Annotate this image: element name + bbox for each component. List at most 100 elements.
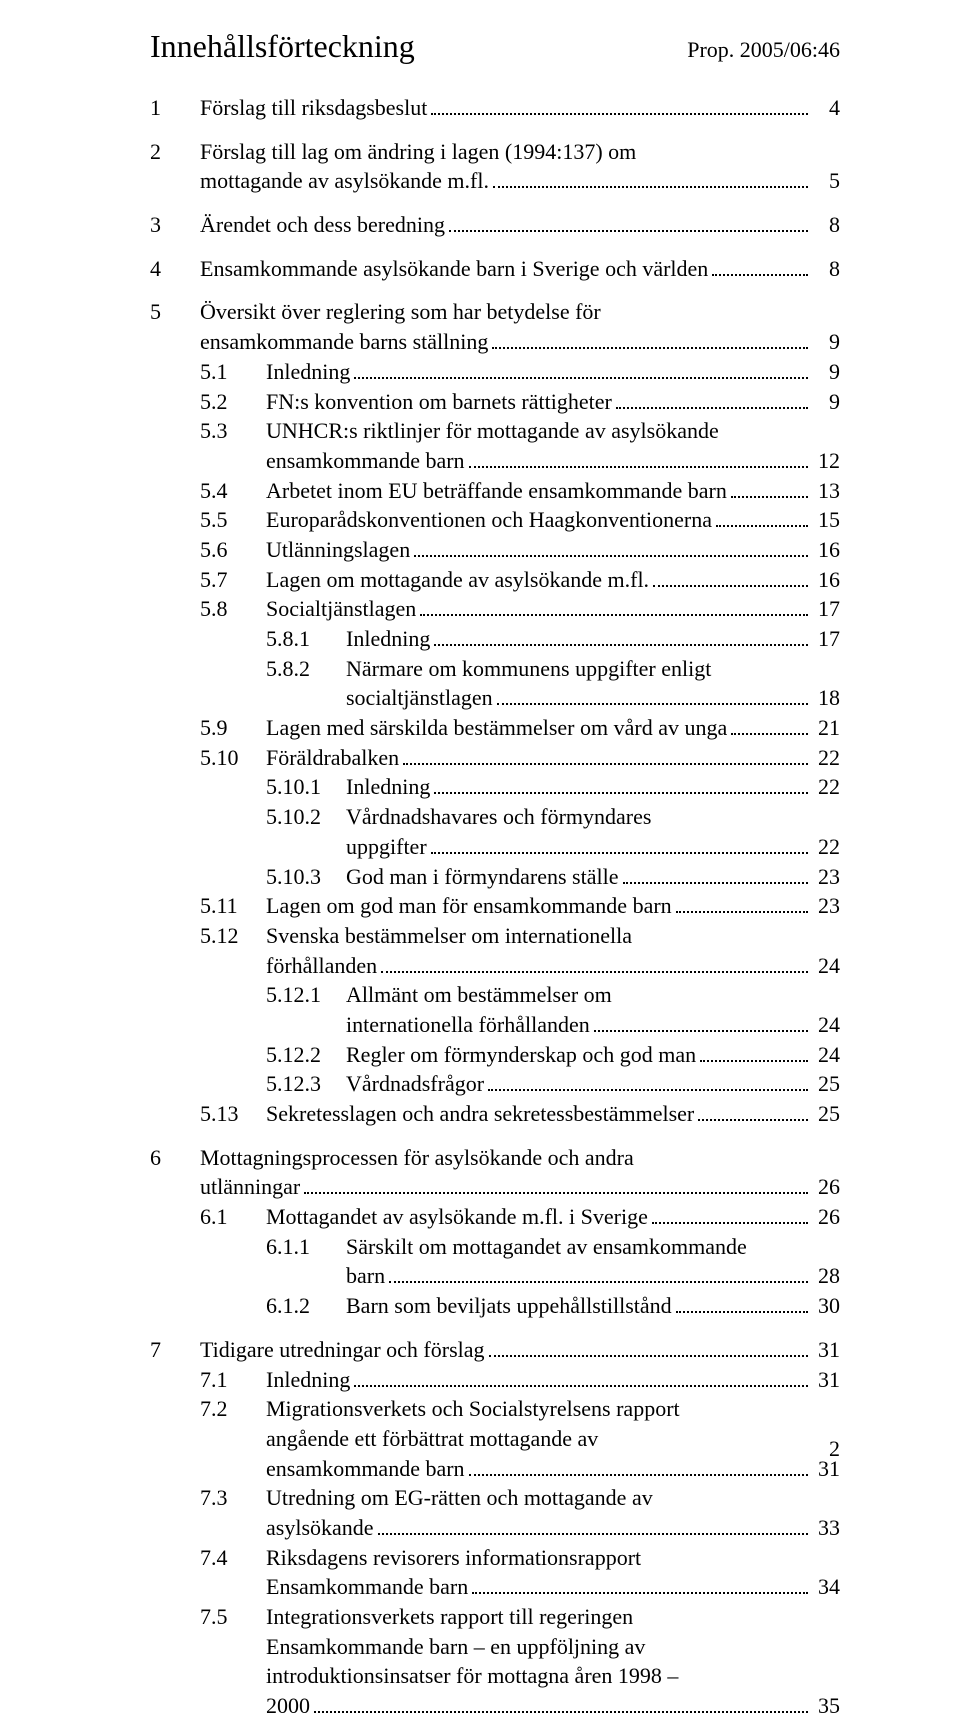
toc-entry-label: UNHCR:s riktlinjer för mottagande av asy… (266, 416, 719, 446)
toc-row: asylsökande 33 (150, 1513, 840, 1543)
toc-row: angående ett förbättrat mottagande av (150, 1424, 840, 1454)
toc-row: 5.10.1Inledning22 (150, 772, 840, 802)
toc-row: 6.1.2Barn som beviljats uppehållstillstå… (150, 1291, 840, 1321)
toc-entry-number: 5.8 (200, 594, 266, 624)
toc-entry-number: 5.5 (200, 505, 266, 535)
toc-entry-label: Översikt över reglering som har betydels… (200, 297, 601, 327)
toc-entry-page: 22 (812, 772, 840, 802)
toc-entry-label: Socialtjänstlagen (266, 594, 416, 624)
toc-entry-number: 5.9 (200, 713, 266, 743)
toc-entry-number: 5.12.1 (266, 980, 346, 1010)
toc-row: 6.1.1Särskilt om mottagandet av ensamkom… (150, 1232, 840, 1262)
leader-dots (731, 715, 808, 735)
toc-entry-label: Närmare om kommunens uppgifter enligt (346, 654, 711, 684)
leader-dots (431, 95, 808, 115)
leader-dots (469, 448, 808, 468)
toc-entry-label: Vårdnadsfrågor (346, 1069, 484, 1099)
toc-entry-label: ensamkommande barn (266, 1454, 465, 1484)
leader-dots (381, 953, 808, 973)
page: Innehållsförteckning Prop. 2005/06:46 1F… (0, 0, 960, 1486)
toc-entry-label: mottagande av asylsökande m.fl. (200, 166, 489, 196)
leader-dots (616, 389, 808, 409)
toc-entry-label: Lagen med särskilda bestämmelser om vård… (266, 713, 727, 743)
toc-entry-label: ensamkommande barn (266, 446, 465, 476)
toc-entry-page: 31 (812, 1335, 840, 1365)
toc-entry-page: 33 (812, 1513, 840, 1543)
toc-entry-label: Barn som beviljats uppehållstillstånd (346, 1291, 672, 1321)
toc-entry-number: 7.4 (200, 1543, 266, 1573)
toc-entry-label: Inledning (266, 357, 350, 387)
leader-dots (676, 894, 808, 914)
leader-dots (414, 537, 808, 557)
toc-entry-label: uppgifter (346, 832, 427, 862)
toc-row: 7.1Inledning31 (150, 1365, 840, 1395)
leader-dots (314, 1693, 808, 1713)
toc-entry-label: Sekretesslagen och andra sekretessbestäm… (266, 1099, 694, 1129)
toc-row: 5.6Utlänningslagen16 (150, 535, 840, 565)
toc-entry-number: 5.6 (200, 535, 266, 565)
leader-dots (434, 626, 808, 646)
toc-row: mottagande av asylsökande m.fl. 5 (150, 166, 840, 196)
toc-entry-number: 5.11 (200, 891, 266, 921)
toc-entry-page: 8 (812, 254, 840, 284)
toc-row: 5.8Socialtjänstlagen17 (150, 594, 840, 624)
toc-row: 5.12.2Regler om förmynderskap och god ma… (150, 1040, 840, 1070)
toc-entry-label: Tidigare utredningar och förslag (200, 1335, 485, 1365)
toc-entry-label: Förslag till riksdagsbeslut (200, 93, 427, 123)
toc-entry-label: förhållanden (266, 951, 377, 981)
toc-row: 5.2FN:s konvention om barnets rättighete… (150, 387, 840, 417)
leader-dots (653, 567, 808, 587)
toc-entry-page: 28 (812, 1261, 840, 1291)
toc-row: barn 28 (150, 1261, 840, 1291)
leader-dots (652, 1204, 808, 1224)
toc-entry-label: Migrationsverkets och Socialstyrelsens r… (266, 1394, 680, 1424)
toc-entry-page: 15 (812, 505, 840, 535)
toc-entry-number: 1 (150, 93, 200, 123)
leader-dots (731, 478, 808, 498)
toc-entry-number: 7.1 (200, 1365, 266, 1395)
leader-dots (700, 1042, 808, 1062)
toc-entry-page: 16 (812, 535, 840, 565)
toc-entry-number: 5.12.3 (266, 1069, 346, 1099)
toc-entry-number: 5.2 (200, 387, 266, 417)
toc-entry-label: Särskilt om mottagandet av ensamkommande (346, 1232, 747, 1262)
page-number: 2 (829, 1436, 840, 1462)
toc-row: utlänningar26 (150, 1172, 840, 1202)
header-row: Innehållsförteckning Prop. 2005/06:46 (150, 28, 840, 65)
toc-row: 4Ensamkommande asylsökande barn i Sverig… (150, 254, 840, 284)
toc-entry-page: 16 (812, 565, 840, 595)
toc-entry-label: asylsökande (266, 1513, 374, 1543)
toc-entry-label: Förslag till lag om ändring i lagen (199… (200, 137, 636, 167)
toc-entry-page: 24 (812, 1040, 840, 1070)
toc-row: 5Översikt över reglering som har betydel… (150, 297, 840, 327)
toc-entry-number: 7.2 (200, 1394, 266, 1424)
toc-entry-label: Inledning (346, 772, 430, 802)
toc-entry-number: 5.1 (200, 357, 266, 387)
toc-row: 5.10Föräldrabalken22 (150, 743, 840, 773)
toc-entry-label: Inledning (266, 1365, 350, 1395)
toc-entry-number: 5.3 (200, 416, 266, 446)
toc-entry-number: 5.12.2 (266, 1040, 346, 1070)
toc-row: Ensamkommande barn – en uppföljning av (150, 1632, 840, 1662)
toc-entry-page: 24 (812, 951, 840, 981)
toc-row: uppgifter22 (150, 832, 840, 862)
leader-dots (497, 686, 808, 706)
toc-entry-label: Ensamkommande asylsökande barn i Sverige… (200, 254, 708, 284)
toc-entry-page: 25 (812, 1099, 840, 1129)
toc-row: ensamkommande barn31 (150, 1454, 840, 1484)
toc-entry-page: 5 (812, 166, 840, 196)
toc-entry-label: Ensamkommande barn (266, 1572, 468, 1602)
toc-row: socialtjänstlagen18 (150, 683, 840, 713)
toc-entry-number: 6.1 (200, 1202, 266, 1232)
toc-entry-label: Svenska bestämmelser om internationella (266, 921, 632, 951)
toc-entry-page: 35 (812, 1691, 840, 1721)
toc-row: internationella förhållanden24 (150, 1010, 840, 1040)
toc-entry-label: barn (346, 1261, 385, 1291)
toc-entry-label: internationella förhållanden (346, 1010, 590, 1040)
leader-dots (492, 330, 808, 350)
leader-dots (449, 212, 808, 232)
page-title: Innehållsförteckning (150, 28, 415, 65)
toc-entry-number: 5.10.3 (266, 862, 346, 892)
toc-row: 200035 (150, 1691, 840, 1721)
leader-dots (304, 1175, 808, 1195)
